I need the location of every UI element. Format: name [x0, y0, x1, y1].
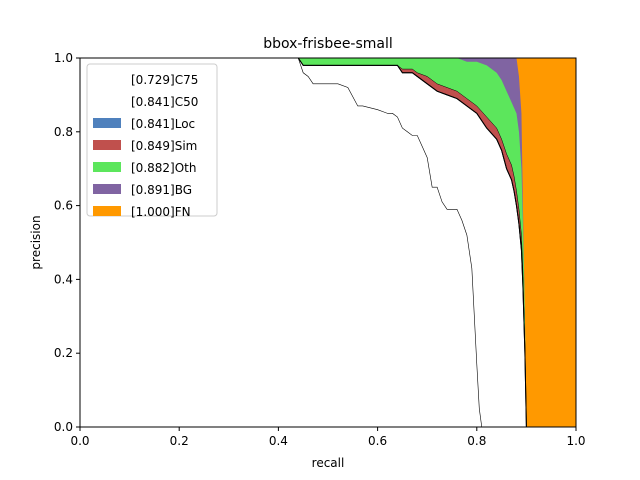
legend-label: [0.882]Oth: [131, 161, 196, 175]
line-0-841-loc: [80, 57, 527, 428]
legend-swatch: [93, 162, 121, 172]
y-tick-label: 0.2: [54, 346, 73, 360]
legend-swatch: [93, 206, 121, 216]
y-tick-label: 1.0: [54, 51, 73, 65]
x-axis: 0.0 0.2 0.4 0.6 0.8 1.0: [70, 427, 586, 448]
line-0-729-c75: [80, 57, 483, 428]
legend-swatch: [93, 140, 121, 150]
x-tick-label: 0.6: [368, 434, 387, 448]
y-tick-label: 0.6: [54, 199, 73, 213]
y-tick-label: 0.0: [54, 420, 73, 434]
y-axis: 0.0 0.2 0.4 0.6 0.8 1.0: [54, 51, 80, 434]
legend-label: [0.729]C75: [131, 73, 198, 87]
legend-label: [1.000]FN: [131, 205, 191, 219]
y-tick-label: 0.4: [54, 272, 73, 286]
legend-swatch: [93, 184, 121, 194]
legend-label: [0.841]Loc: [131, 117, 195, 131]
line-0-849-sim: [80, 57, 527, 428]
y-tick-label: 0.8: [54, 125, 73, 139]
legend-swatch: [93, 96, 121, 106]
legend-swatch: [93, 74, 121, 84]
legend-swatch: [93, 118, 121, 128]
x-tick-label: 1.0: [566, 434, 585, 448]
x-tick-label: 0.4: [269, 434, 288, 448]
legend-label: [0.891]BG: [131, 183, 192, 197]
x-tick-label: 0.2: [170, 434, 189, 448]
axes-frame: [79, 57, 577, 428]
x-tick-label: 0.8: [467, 434, 486, 448]
x-axis-label: recall: [312, 456, 345, 470]
legend-label: [0.849]Sim: [131, 139, 197, 153]
x-tick-label: 0.0: [70, 434, 89, 448]
legend: [0.729]C75 [0.841]C50 [0.841]Loc [0.849]Sim…: [86, 63, 218, 219]
y-axis-label: precision: [29, 215, 43, 269]
chart-title: bbox-frisbee-small: [263, 36, 393, 52]
legend-label: [0.841]C50: [131, 95, 198, 109]
